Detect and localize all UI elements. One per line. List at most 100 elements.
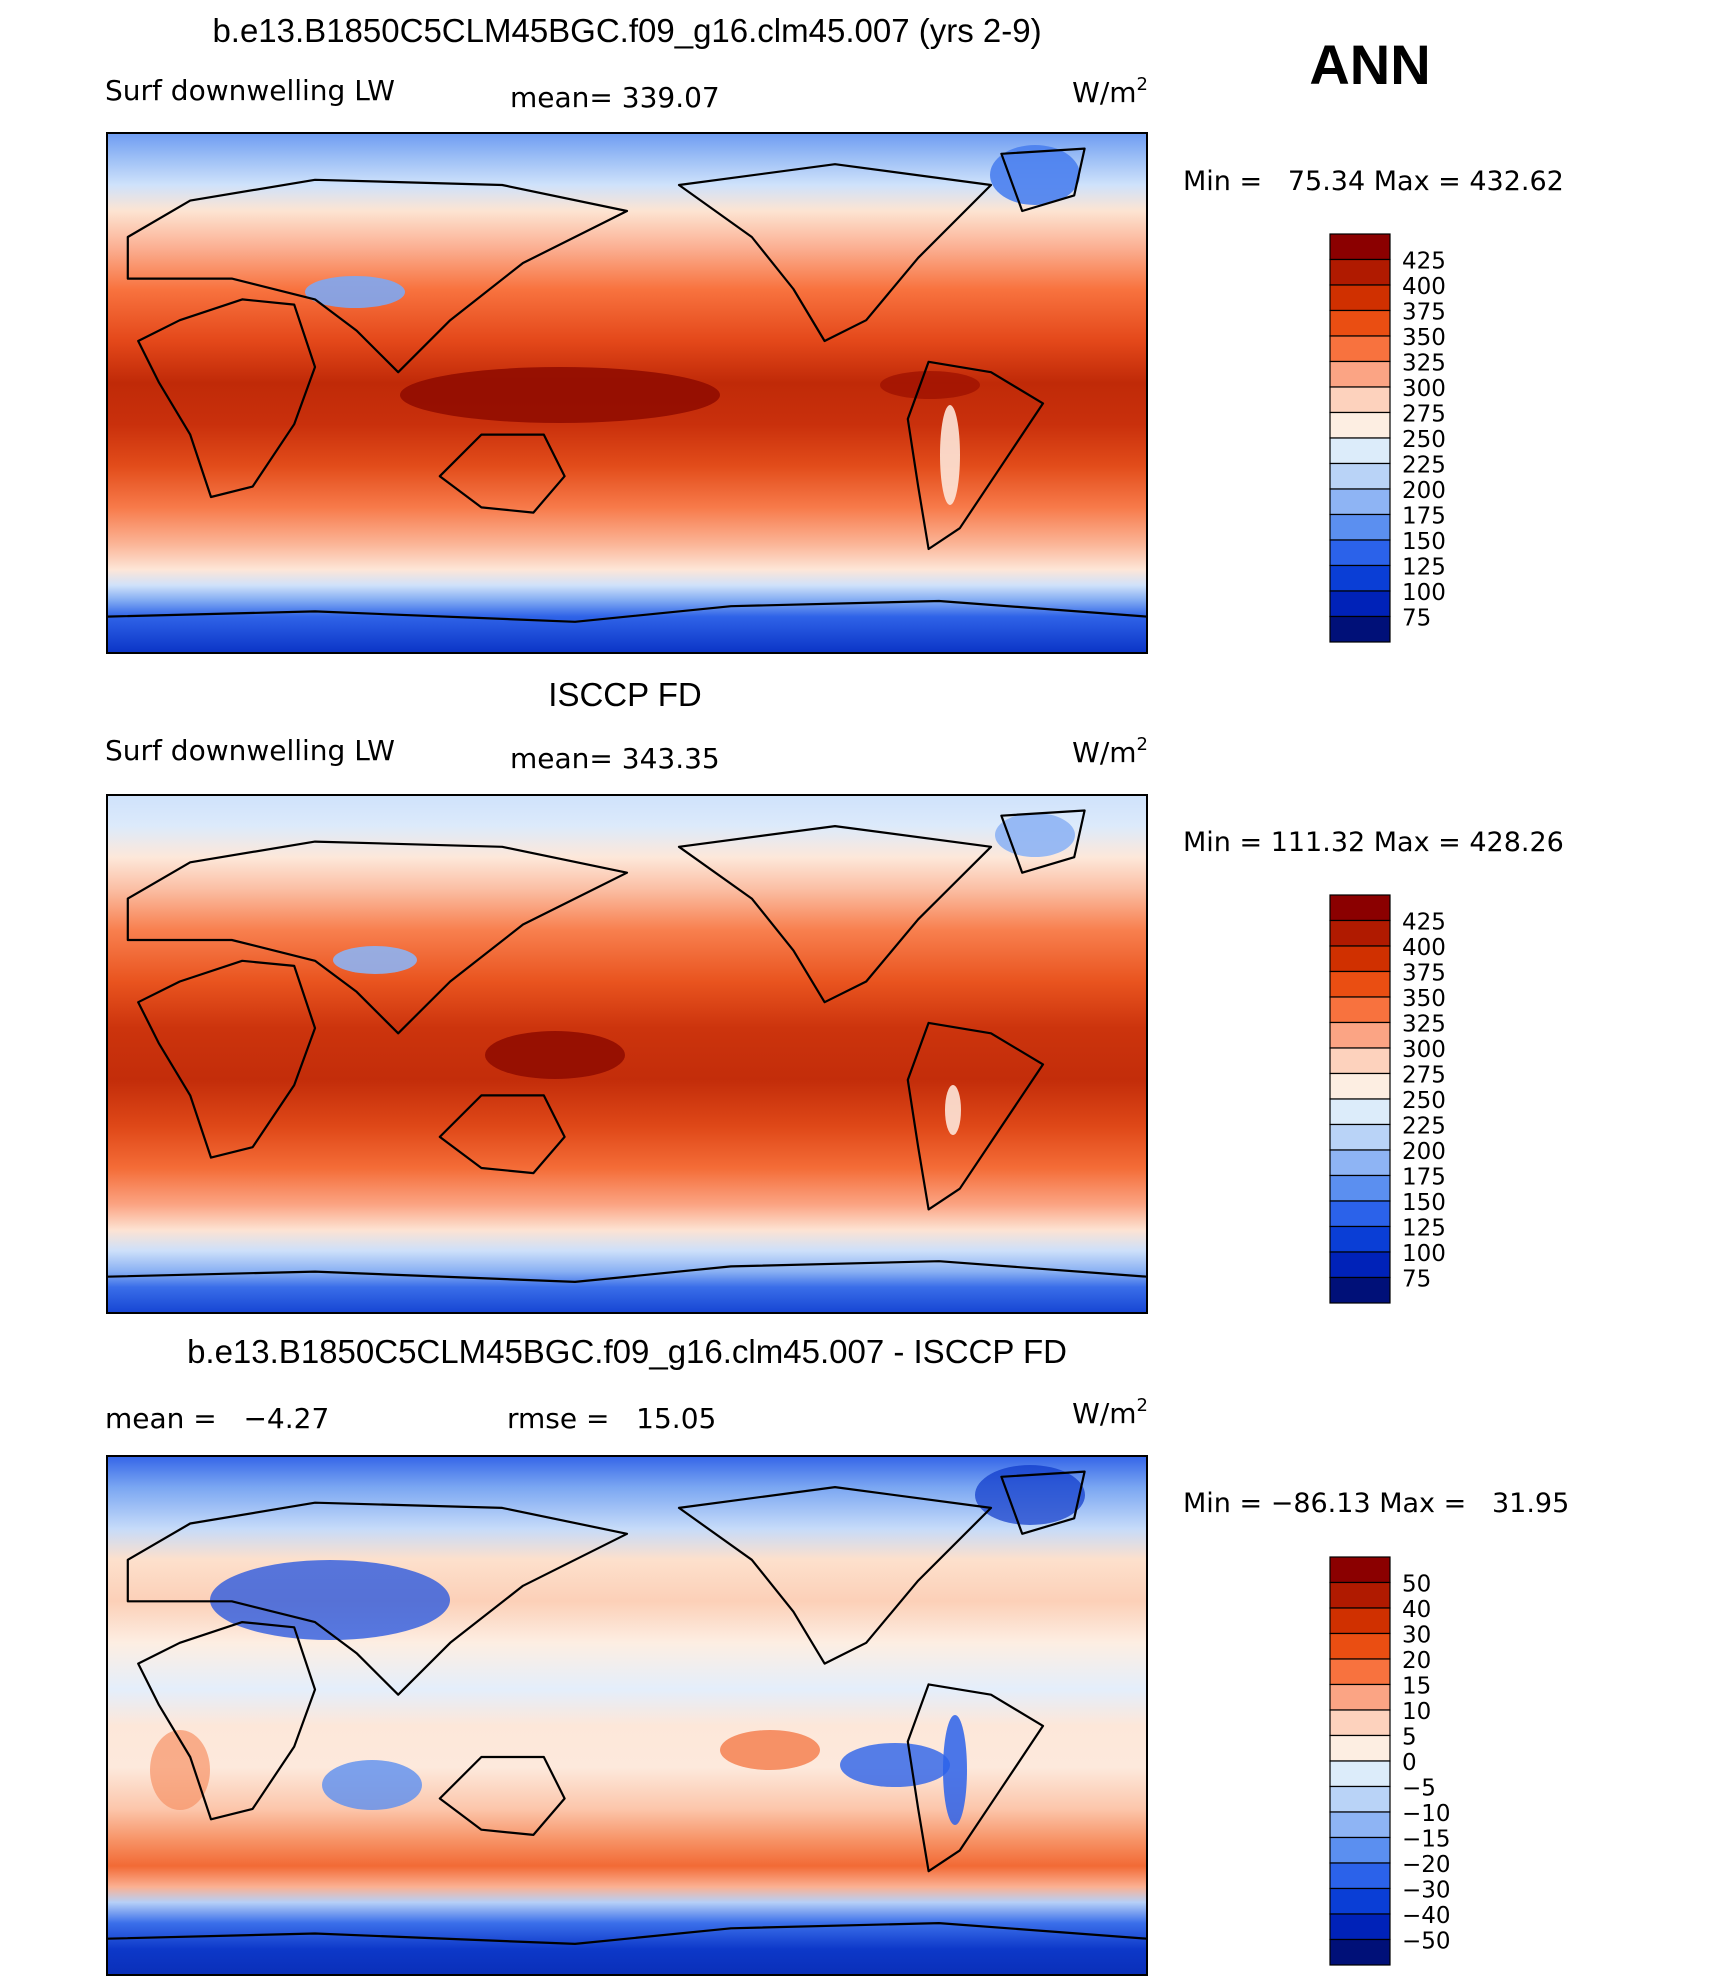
coastline-outline bbox=[126, 840, 629, 1035]
colorbar-swatch bbox=[1329, 919, 1391, 947]
colorbar-swatch bbox=[1329, 1607, 1391, 1635]
colorbar-swatch bbox=[1329, 945, 1391, 973]
colorbar-swatch bbox=[1329, 996, 1391, 1024]
colorbar-swatch bbox=[1329, 1021, 1391, 1049]
panel-3-pacific-pos bbox=[720, 1730, 820, 1770]
coastline-outline bbox=[438, 433, 566, 514]
coastline-outline bbox=[438, 1094, 566, 1175]
colorbar-tick-label: 30 bbox=[1402, 1623, 1431, 1649]
colorbar-swatch bbox=[1329, 1760, 1391, 1788]
colorbar-swatch bbox=[1329, 1632, 1391, 1660]
panel-2-map-field bbox=[107, 795, 1147, 1313]
colorbar-swatch bbox=[1329, 258, 1391, 286]
panel-2-tibet-cold bbox=[333, 946, 417, 974]
colorbar-tick-label: 75 bbox=[1402, 1267, 1431, 1293]
colorbar-swatch bbox=[1329, 1887, 1391, 1915]
colorbar-tick-label: 300 bbox=[1402, 376, 1446, 402]
colorbar-swatch bbox=[1329, 1734, 1391, 1762]
panel-1-mid-label: mean= 339.07 bbox=[510, 81, 720, 114]
coastline-outline bbox=[906, 360, 1045, 551]
colorbar-swatch bbox=[1329, 411, 1391, 439]
coastline-outline bbox=[107, 1921, 1147, 1946]
colorbar-swatch bbox=[1329, 1072, 1391, 1100]
colorbar-tick-label: 20 bbox=[1402, 1648, 1431, 1674]
coastline-outline bbox=[137, 1620, 317, 1821]
panel-3-sepac-neg bbox=[840, 1743, 950, 1787]
colorbar-tick-label: 250 bbox=[1402, 1088, 1446, 1114]
coastline-outline bbox=[438, 1755, 566, 1837]
colorbar-tick-label: 40 bbox=[1402, 1597, 1431, 1623]
panel-3-eurasia-neg bbox=[210, 1560, 450, 1640]
panel-3-map-frame bbox=[106, 1455, 1148, 1976]
coastline-outline bbox=[1000, 147, 1086, 213]
panel-1-map-frame bbox=[106, 132, 1148, 654]
colorbar-tick-label: 375 bbox=[1402, 961, 1446, 987]
colorbar-tick-label: 75 bbox=[1402, 606, 1431, 632]
colorbar-swatch bbox=[1329, 1683, 1391, 1711]
colorbar-tick-label: 15 bbox=[1402, 1674, 1431, 1700]
panel-3-andes-neg bbox=[943, 1715, 967, 1825]
colorbar-tick-label: 200 bbox=[1402, 478, 1446, 504]
colorbar-swatch bbox=[1329, 1225, 1391, 1253]
coastline-outline bbox=[107, 1260, 1147, 1284]
colorbar-swatch bbox=[1329, 513, 1391, 541]
colorbar-tick-label: 425 bbox=[1402, 910, 1446, 936]
colorbar-swatch bbox=[1329, 1251, 1391, 1279]
panel-2-left-label: Surf downwelling LW bbox=[105, 734, 395, 767]
panel-2-coastlines bbox=[107, 809, 1147, 1284]
colorbar-tick-label: 400 bbox=[1402, 935, 1446, 961]
panel-3-africa-pos bbox=[150, 1730, 210, 1810]
colorbar-tick-label: −20 bbox=[1402, 1852, 1451, 1878]
colorbar-swatch bbox=[1329, 386, 1391, 414]
colorbar-tick-label: 275 bbox=[1402, 402, 1446, 428]
colorbar-swatch bbox=[1329, 615, 1391, 643]
colorbar-swatch bbox=[1329, 1938, 1391, 1966]
colorbar-swatch bbox=[1329, 360, 1391, 388]
colorbar-tick-label: 300 bbox=[1402, 1037, 1446, 1063]
panel-2-minmax: Min = 111.32 Max = 428.26 bbox=[1183, 827, 1564, 858]
panel-1-colorbar: 4254003753503253002752502252001751501251… bbox=[1329, 233, 1446, 643]
panel-1-minmax: Min = 75.34 Max = 432.62 bbox=[1183, 166, 1564, 197]
colorbar-swatch bbox=[1329, 1581, 1391, 1609]
panel-3-map-field bbox=[107, 1456, 1147, 1975]
colorbar-tick-label: 100 bbox=[1402, 580, 1446, 606]
season-label: ANN bbox=[1309, 33, 1430, 96]
colorbar-tick-label: 325 bbox=[1402, 351, 1446, 377]
panel-2-mid-label: mean= 343.35 bbox=[510, 742, 720, 775]
panel-2-greenland-cold bbox=[995, 813, 1075, 857]
colorbar-swatch bbox=[1329, 1200, 1391, 1228]
panel-2-title: ISCCP FD bbox=[548, 676, 701, 713]
colorbar-swatch bbox=[1329, 1556, 1391, 1584]
colorbar-tick-label: 175 bbox=[1402, 1165, 1446, 1191]
colorbar-swatch bbox=[1329, 539, 1391, 567]
coastline-outline bbox=[1000, 809, 1086, 874]
coastline-outline bbox=[1000, 1470, 1086, 1535]
panel-diff: b.e13.B1850C5CLM45BGC.f09_g16.clm45.007 … bbox=[105, 1333, 1569, 1976]
colorbar-tick-label: 175 bbox=[1402, 504, 1446, 530]
colorbar-swatch bbox=[1329, 1836, 1391, 1864]
colorbar-tick-label: 225 bbox=[1402, 1114, 1446, 1140]
colorbar-tick-label: 275 bbox=[1402, 1063, 1446, 1089]
panel-2-colorbar: 4254003753503253002752502252001751501251… bbox=[1329, 894, 1446, 1304]
panel-1-left-label: Surf downwelling LW bbox=[105, 74, 395, 107]
colorbar-tick-label: −10 bbox=[1402, 1801, 1451, 1827]
colorbar-tick-label: −15 bbox=[1402, 1827, 1451, 1853]
colorbar-tick-label: 350 bbox=[1402, 986, 1446, 1012]
coastline-outline bbox=[137, 959, 317, 1159]
panel-2-andes-cold bbox=[945, 1085, 961, 1135]
colorbar-swatch bbox=[1329, 590, 1391, 618]
colorbar-swatch bbox=[1329, 1811, 1391, 1839]
colorbar-tick-label: 325 bbox=[1402, 1012, 1446, 1038]
colorbar-tick-label: 10 bbox=[1402, 1699, 1431, 1725]
panel-1-title: b.e13.B1850C5CLM45BGC.f09_g16.clm45.007 … bbox=[212, 12, 1041, 49]
colorbar-swatch bbox=[1329, 1276, 1391, 1304]
panel-obs: ISCCP FD Surf downwelling LW mean= 343.3… bbox=[105, 676, 1564, 1314]
colorbar-tick-label: 150 bbox=[1402, 1190, 1446, 1216]
coastline-outline bbox=[126, 178, 629, 374]
colorbar-swatch bbox=[1329, 437, 1391, 465]
coastline-outline bbox=[677, 163, 993, 343]
colorbar-tick-label: 100 bbox=[1402, 1241, 1446, 1267]
colorbar-swatch bbox=[1329, 1047, 1391, 1075]
